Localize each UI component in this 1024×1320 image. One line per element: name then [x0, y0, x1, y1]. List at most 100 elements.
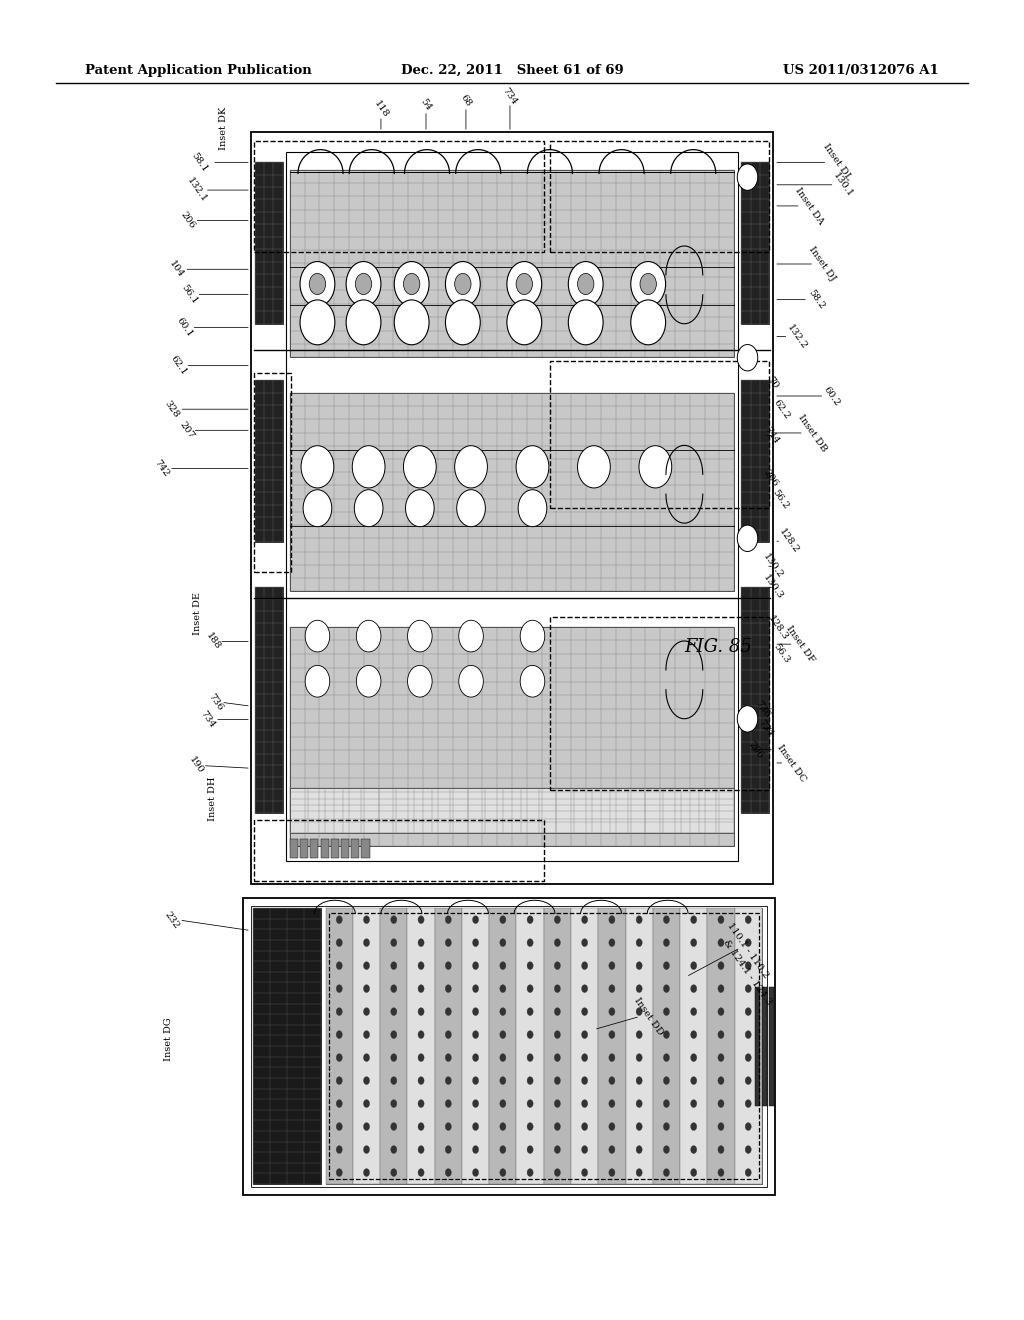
Circle shape	[745, 962, 752, 970]
Circle shape	[527, 916, 534, 924]
Circle shape	[472, 916, 478, 924]
Circle shape	[356, 665, 381, 697]
Circle shape	[527, 1007, 534, 1015]
Circle shape	[664, 1100, 670, 1107]
Circle shape	[718, 1146, 724, 1154]
Circle shape	[445, 916, 452, 924]
Circle shape	[554, 1007, 560, 1015]
Circle shape	[737, 164, 758, 190]
Bar	[769, 987, 774, 1106]
Circle shape	[305, 665, 330, 697]
Circle shape	[391, 1077, 397, 1085]
Circle shape	[582, 1053, 588, 1061]
Text: 128.2: 128.2	[777, 527, 800, 556]
Text: 132.2: 132.2	[785, 322, 808, 351]
Bar	[571, 908, 598, 1184]
Circle shape	[737, 345, 758, 371]
Circle shape	[718, 1122, 724, 1130]
Circle shape	[664, 1122, 670, 1130]
Circle shape	[418, 1122, 424, 1130]
Text: Patent Application Publication: Patent Application Publication	[85, 65, 311, 77]
Bar	[353, 908, 380, 1184]
Circle shape	[354, 490, 383, 527]
Circle shape	[737, 706, 758, 733]
Bar	[290, 169, 734, 358]
Circle shape	[609, 1146, 615, 1154]
Circle shape	[690, 1053, 696, 1061]
Bar	[550, 362, 769, 508]
Bar	[544, 908, 571, 1184]
Text: 70: 70	[766, 375, 780, 391]
Circle shape	[718, 939, 724, 946]
Circle shape	[664, 1146, 670, 1154]
Text: 130.2: 130.2	[762, 552, 784, 581]
Circle shape	[472, 1122, 478, 1130]
Text: 58.1: 58.1	[189, 150, 210, 174]
Circle shape	[636, 1007, 642, 1015]
Text: & 124.1 - 124.3: & 124.1 - 124.3	[722, 939, 773, 1007]
Circle shape	[336, 1007, 342, 1015]
Circle shape	[554, 1168, 560, 1176]
Circle shape	[364, 1077, 370, 1085]
Circle shape	[718, 1007, 724, 1015]
Circle shape	[527, 1122, 534, 1130]
Circle shape	[520, 620, 545, 652]
Text: 232: 232	[163, 909, 181, 931]
Circle shape	[391, 1146, 397, 1154]
Circle shape	[636, 939, 642, 946]
Circle shape	[582, 1146, 588, 1154]
Circle shape	[636, 1100, 642, 1107]
Bar	[243, 898, 775, 1195]
Circle shape	[664, 1007, 670, 1015]
Circle shape	[527, 1168, 534, 1176]
Bar	[361, 840, 370, 858]
Circle shape	[445, 962, 452, 970]
Circle shape	[527, 1053, 534, 1061]
Circle shape	[346, 300, 381, 345]
Text: 130.3: 130.3	[762, 573, 784, 602]
Text: 206: 206	[178, 210, 197, 231]
Circle shape	[391, 916, 397, 924]
Text: Inset DE: Inset DE	[194, 593, 202, 635]
Text: Inset DJ: Inset DJ	[807, 246, 838, 282]
Circle shape	[355, 273, 372, 294]
Text: 56.3: 56.3	[771, 642, 792, 665]
Circle shape	[364, 962, 370, 970]
Circle shape	[636, 985, 642, 993]
Bar	[341, 840, 349, 858]
Circle shape	[500, 1007, 506, 1015]
Circle shape	[364, 939, 370, 946]
Circle shape	[516, 446, 549, 488]
Circle shape	[391, 1100, 397, 1107]
Circle shape	[500, 1122, 506, 1130]
Circle shape	[582, 985, 588, 993]
Circle shape	[664, 1053, 670, 1061]
Circle shape	[336, 1122, 342, 1130]
Circle shape	[500, 985, 506, 993]
Circle shape	[391, 1007, 397, 1015]
Bar	[680, 908, 708, 1184]
Circle shape	[609, 1168, 615, 1176]
Bar	[741, 162, 769, 323]
Circle shape	[745, 916, 752, 924]
Text: Inset DK: Inset DK	[219, 107, 227, 149]
Circle shape	[418, 939, 424, 946]
Circle shape	[745, 939, 752, 946]
Circle shape	[346, 261, 381, 306]
Text: 56.1: 56.1	[179, 282, 200, 306]
Circle shape	[445, 1168, 452, 1176]
Circle shape	[578, 446, 610, 488]
Text: Inset DB: Inset DB	[796, 413, 828, 453]
Circle shape	[507, 261, 542, 306]
Circle shape	[690, 916, 696, 924]
Circle shape	[445, 1122, 452, 1130]
Text: 54: 54	[419, 96, 433, 112]
Bar	[254, 821, 544, 880]
Circle shape	[582, 1100, 588, 1107]
Circle shape	[406, 490, 434, 527]
Bar	[286, 152, 738, 861]
Bar	[516, 908, 544, 1184]
Circle shape	[391, 1053, 397, 1061]
Circle shape	[690, 1146, 696, 1154]
Text: 734: 734	[757, 718, 775, 739]
